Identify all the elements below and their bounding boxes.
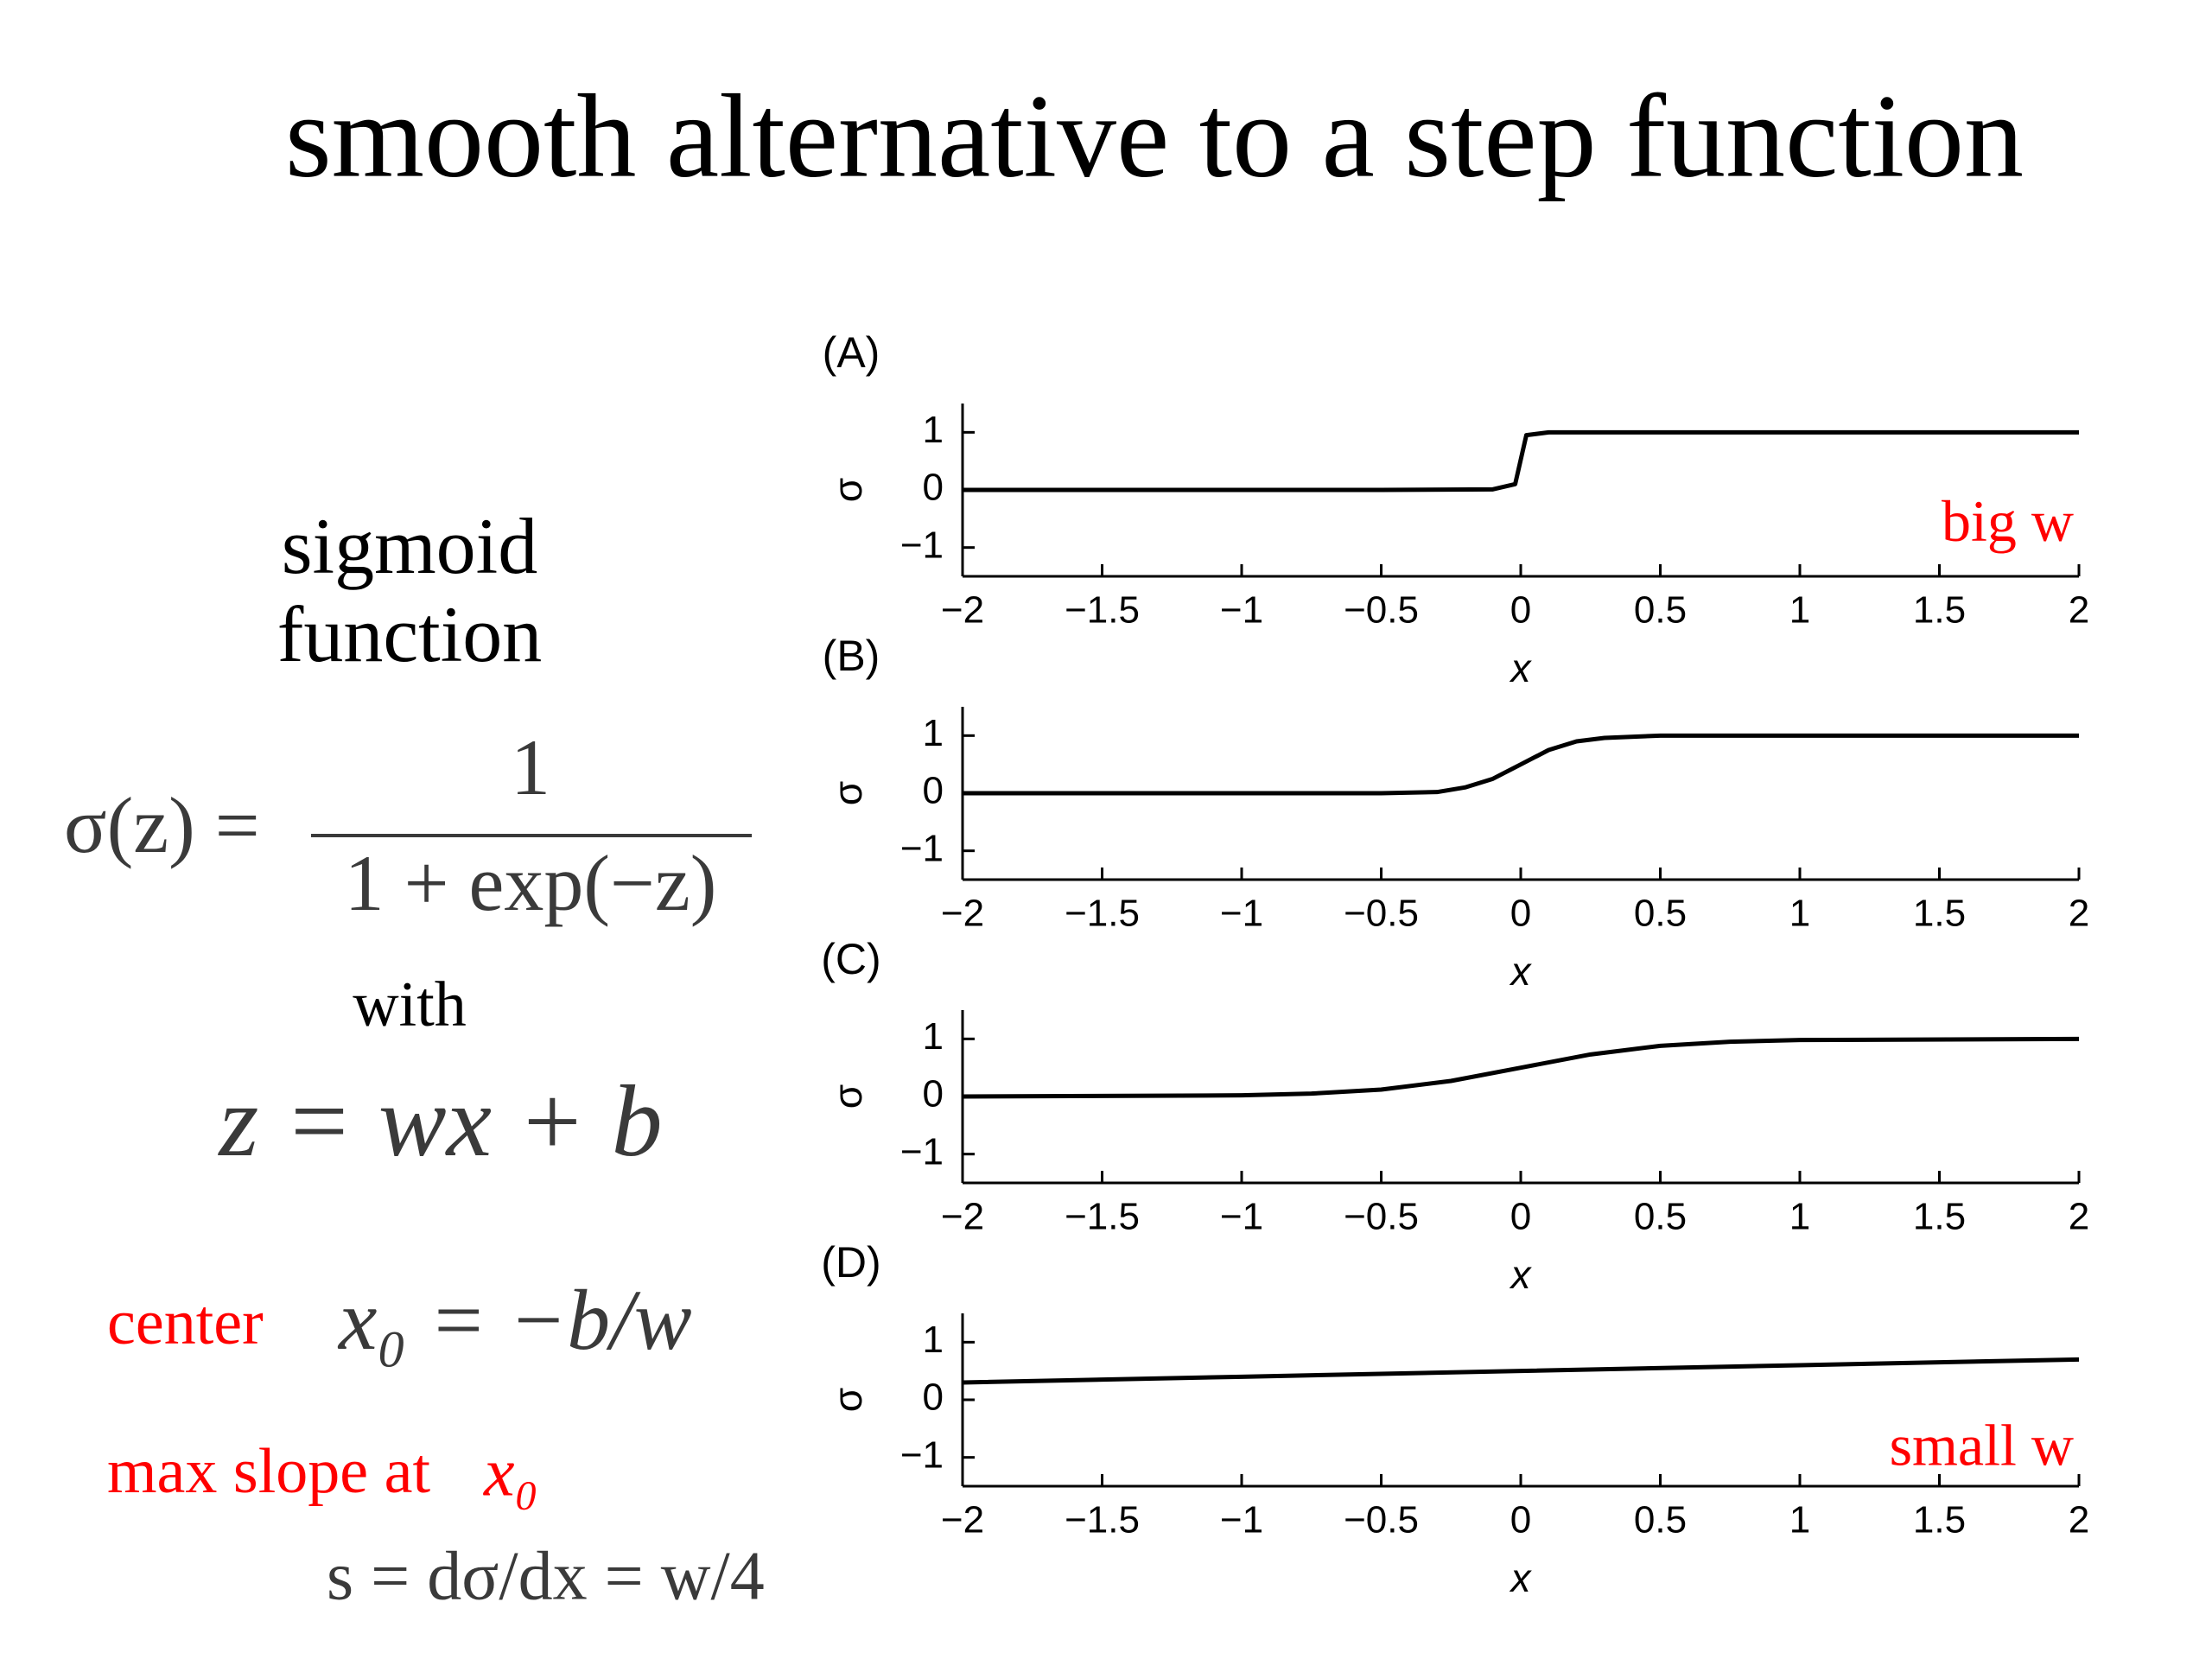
y-axis-label: σ [825, 1084, 870, 1109]
z-definition: z = wx + b [217, 1065, 662, 1178]
y-tick-label: 1 [923, 712, 944, 754]
x-tick-label: −1.5 [1065, 589, 1140, 632]
y-tick-label: 1 [923, 1015, 944, 1058]
x-tick-label: −1.5 [1065, 1499, 1140, 1541]
x-tick-label: −0.5 [1344, 1196, 1419, 1238]
x-tick-label: 2 [2069, 893, 2089, 935]
x-tick-label: 1.5 [1913, 589, 1966, 632]
x-tick-label: −1 [1220, 1499, 1263, 1541]
y-tick-label: 0 [923, 467, 944, 509]
sigmoid-curve [962, 1357, 2080, 1385]
x-tick-label: −0.5 [1344, 589, 1419, 632]
slope-variable: x₀ [483, 1434, 538, 1510]
x-tick-label: 1.5 [1913, 1196, 1966, 1238]
x-tick-label: 1 [1789, 893, 1810, 935]
x-tick-label: 0 [1510, 893, 1531, 935]
x-tick-label: −0.5 [1344, 893, 1419, 935]
panel-label: (B) [823, 632, 880, 680]
center-formula: x₀ = −b/w [337, 1272, 692, 1368]
x-tick-label: 2 [2069, 1196, 2089, 1238]
panel-label: (D) [821, 1238, 880, 1287]
y-tick-label: −1 [900, 524, 944, 566]
annotation: big w [1942, 488, 2074, 554]
panel-label: (A) [823, 328, 880, 377]
x-tick-label: 0 [1510, 1196, 1531, 1238]
with-label: with [353, 969, 467, 1040]
y-tick-label: −1 [900, 827, 944, 869]
center-label: center [107, 1287, 264, 1358]
x-tick-label: −1 [1220, 589, 1263, 632]
x-tick-label: −0.5 [1344, 1499, 1419, 1541]
x-tick-label: −1.5 [1065, 1196, 1140, 1238]
sigmoid-label: function [277, 590, 543, 678]
y-tick-label: 0 [923, 770, 944, 812]
formula-numerator: 1 [511, 723, 550, 811]
x-tick-label: −1.5 [1065, 893, 1140, 935]
x-tick-label: 0 [1510, 589, 1531, 632]
annotation: small w [1890, 1413, 2074, 1478]
x-tick-label: 0 [1510, 1499, 1531, 1541]
x-tick-label: 0.5 [1634, 589, 1687, 632]
x-tick-label: −1 [1220, 893, 1263, 935]
sigmoid-curve [963, 429, 2079, 493]
x-tick-label: 0.5 [1634, 893, 1687, 935]
x-axis-label: x [1510, 1555, 1533, 1600]
sigmoid-label: sigmoid [282, 502, 537, 590]
x-tick-label: 0.5 [1634, 1196, 1687, 1238]
x-tick-label: 2 [2069, 1499, 2089, 1541]
y-axis-label: σ [825, 781, 870, 805]
y-tick-label: −1 [900, 1433, 944, 1476]
x-tick-label: −2 [941, 589, 984, 632]
x-axis-label: x [1510, 1252, 1533, 1297]
formula-lhs: σ(z) = [64, 781, 260, 869]
y-axis-label: σ [825, 478, 870, 502]
x-tick-label: 2 [2069, 589, 2089, 632]
formula-denominator: 1 + exp(−z) [345, 839, 717, 927]
x-tick-label: 1 [1789, 1499, 1810, 1541]
slope-formula: s = dσ/dx = w/4 [327, 1538, 765, 1614]
y-tick-label: −1 [900, 1130, 944, 1173]
x-axis-label: x [1510, 949, 1533, 994]
sigmoid-curve [962, 1036, 2080, 1099]
x-tick-label: 1.5 [1913, 1499, 1966, 1541]
y-tick-label: 1 [923, 1319, 944, 1361]
sigmoid-curve [963, 733, 2079, 796]
x-axis-label: x [1510, 645, 1533, 690]
y-axis-label: σ [825, 1388, 870, 1412]
x-tick-label: −2 [941, 1196, 984, 1238]
panel-label: (C) [821, 935, 880, 983]
slide-title: smooth alternative to a step function [285, 70, 2024, 202]
x-tick-label: 0.5 [1634, 1499, 1687, 1541]
y-tick-label: 1 [923, 409, 944, 451]
x-tick-label: 1.5 [1913, 893, 1966, 935]
x-tick-label: −1 [1220, 1196, 1263, 1238]
y-tick-label: 0 [923, 1073, 944, 1116]
x-tick-label: −2 [941, 893, 984, 935]
y-tick-label: 0 [923, 1376, 944, 1419]
x-tick-label: −2 [941, 1499, 984, 1541]
x-tick-label: 1 [1789, 589, 1810, 632]
slope-label: max slope at [107, 1436, 430, 1507]
x-tick-label: 1 [1789, 1196, 1810, 1238]
